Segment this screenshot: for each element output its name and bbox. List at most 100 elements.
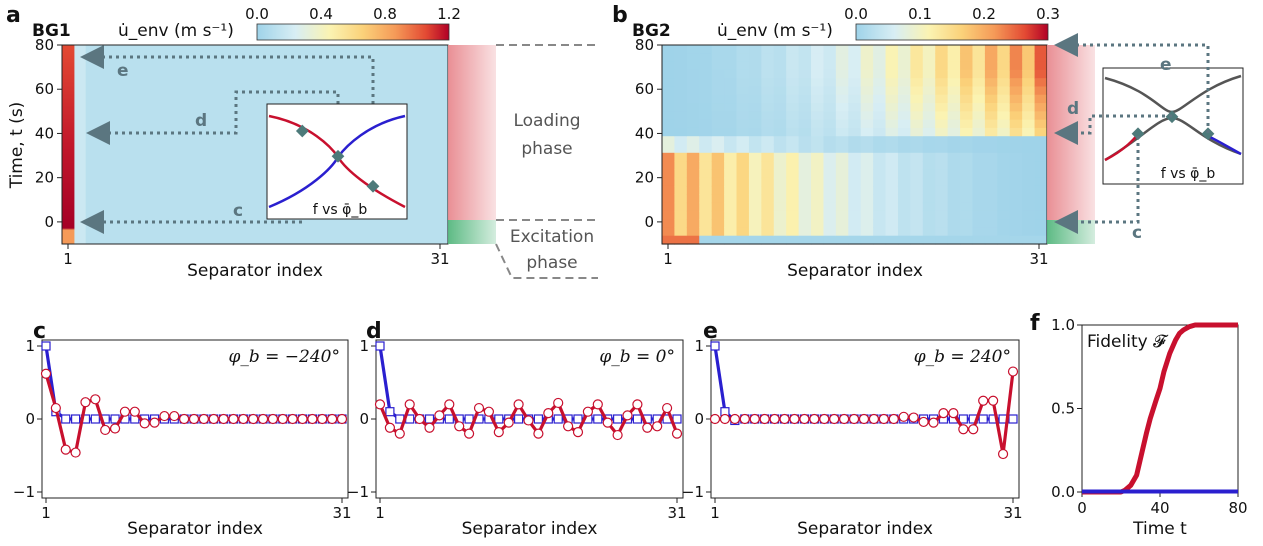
- heat-cell: [910, 161, 924, 170]
- heat-cell: [1022, 202, 1036, 212]
- heat-cell: [835, 152, 849, 162]
- heat-cell: [798, 235, 812, 245]
- heat-cell: [711, 219, 725, 229]
- heat-cell: [947, 202, 961, 212]
- red-point: [997, 448, 1009, 460]
- heat-cell: [910, 94, 924, 104]
- heat-cell: [848, 152, 862, 162]
- heat-cell: [1022, 86, 1036, 96]
- red-point: [218, 413, 229, 425]
- heat-cell: [662, 111, 676, 121]
- heat-cell: [885, 144, 899, 154]
- heat-cell: [686, 86, 700, 96]
- heat-cell: [997, 127, 1011, 137]
- red-point: [257, 413, 269, 425]
- heat-cell: [835, 61, 849, 71]
- heat-cell: [686, 144, 700, 154]
- panel-letter-f: f: [1030, 311, 1040, 336]
- plot-title: φ_b = −240°: [228, 347, 340, 367]
- heat-cell: [786, 78, 800, 88]
- x-tick-label: 1: [375, 504, 385, 522]
- panel-a-colorbar-label: u̇_env (m s⁻¹): [118, 21, 234, 41]
- heat-cell: [972, 169, 986, 179]
- heat-cell: [761, 177, 775, 187]
- heat-cell: [897, 69, 911, 79]
- heat-cell: [811, 119, 825, 129]
- y-tick-label: −1: [347, 483, 369, 501]
- heat-cell: [711, 45, 725, 54]
- heat-cell: [798, 136, 812, 146]
- x-tick-label: 1: [41, 504, 51, 522]
- heat-cell: [761, 152, 775, 162]
- red-point: [404, 399, 415, 410]
- heat-cell: [984, 169, 998, 179]
- blue-point: [553, 414, 563, 424]
- heat-cell: [823, 78, 837, 88]
- heat-cell: [686, 136, 700, 146]
- heat-cell: [748, 144, 762, 154]
- heat-cell: [885, 61, 899, 71]
- heat-cell: [885, 169, 899, 179]
- heat-cell: [873, 78, 887, 88]
- blue-point: [41, 341, 51, 351]
- heat-cell: [860, 136, 874, 146]
- heat-cell: [748, 103, 762, 112]
- heat-cell: [1034, 202, 1048, 212]
- heat-cell: [947, 119, 961, 129]
- red-point: [473, 402, 485, 414]
- heat-cell: [699, 119, 713, 129]
- panel-letter-c: c: [33, 319, 46, 344]
- heat-cell: [798, 202, 812, 212]
- y-tick-label: 0: [644, 213, 654, 231]
- heat-cell: [711, 169, 725, 179]
- heat-cell: [947, 219, 961, 229]
- heat-cell: [922, 86, 936, 96]
- heat-cell: [811, 185, 825, 195]
- panel-b-colorbar: [855, 23, 1049, 41]
- heat-cell: [897, 169, 911, 179]
- heat-cell: [897, 202, 911, 212]
- heat-cell: [761, 219, 775, 229]
- heat-cell: [823, 152, 837, 162]
- heat-cell: [699, 45, 713, 54]
- panel-e-plot: 1 0 −1 1 31 Separator index φ_b = 240°: [682, 337, 1023, 539]
- heat-cell: [935, 194, 949, 204]
- heat-cell: [686, 94, 700, 104]
- heat-cell: [984, 235, 998, 245]
- heat-cell: [910, 78, 924, 88]
- heat-cell: [674, 136, 688, 146]
- heat-cell: [786, 177, 800, 187]
- heat-cell: [748, 177, 762, 187]
- heat-cell: [848, 119, 862, 129]
- heat-cell: [1022, 119, 1036, 129]
- heat-cell: [910, 194, 924, 204]
- heat-cell: [860, 152, 874, 162]
- red-point: [327, 413, 338, 425]
- heat-cell: [773, 210, 787, 220]
- heat-cell: [711, 185, 725, 195]
- heat-cell: [662, 69, 676, 79]
- panel-b-axes: 80 60 40 20 0 1 31: [635, 36, 1049, 268]
- heat-cell: [686, 78, 700, 88]
- heat-cell: [674, 185, 688, 195]
- heat-cell: [711, 136, 725, 146]
- heat-cell: [686, 45, 700, 54]
- heat-cell: [972, 86, 986, 96]
- heat-cell: [699, 111, 713, 121]
- heat-cell: [835, 69, 849, 79]
- heat-cell: [935, 61, 949, 71]
- heat-cell: [997, 152, 1011, 162]
- heat-cell: [1034, 127, 1048, 137]
- heat-cell: [984, 103, 998, 112]
- heat-cell: [997, 185, 1011, 195]
- heat-cell: [773, 53, 787, 63]
- heat-cell: [786, 136, 800, 146]
- heat-cell: [761, 202, 775, 212]
- heat-cell: [1009, 202, 1023, 212]
- heat-cell: [960, 69, 974, 79]
- heat-cell: [1009, 78, 1023, 88]
- red-point: [454, 421, 465, 432]
- red-point: [60, 444, 71, 455]
- heat-cell: [773, 119, 787, 129]
- heat-cell: [922, 227, 936, 237]
